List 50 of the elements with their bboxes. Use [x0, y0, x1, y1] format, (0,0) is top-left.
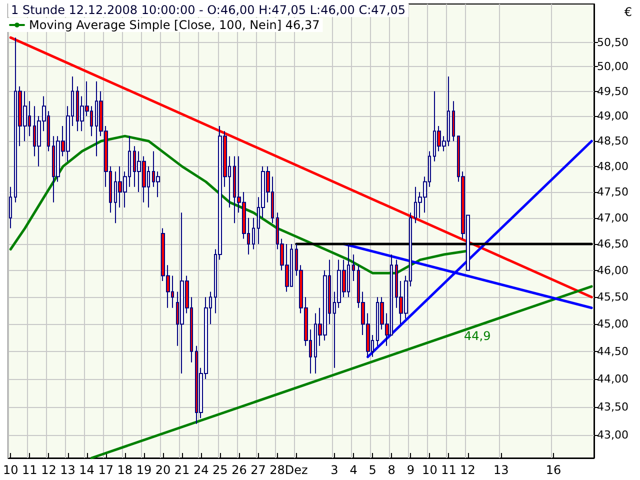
x-tick-label: 13	[60, 463, 76, 477]
x-tick-label: 4	[350, 463, 358, 477]
x-tick-label: 16	[546, 463, 562, 477]
x-tick-label: 17	[98, 463, 114, 477]
y-tick-label: 45,50	[597, 290, 628, 304]
y-tick-label: 49,50	[597, 84, 628, 98]
candlestick	[252, 217, 255, 250]
y-axis-title: €	[624, 5, 632, 19]
annotation: 44,9	[464, 329, 491, 343]
x-tick-label: 27	[250, 463, 266, 477]
y-tick-label: 43,50	[597, 400, 628, 414]
x-tick-label: 11	[22, 463, 38, 477]
x-tick-label: 26	[232, 463, 247, 477]
x-tick-label: 14	[79, 463, 94, 477]
x-tick-label: Dez	[284, 463, 308, 477]
y-tick-label: 44,50	[597, 344, 628, 358]
x-tick-label: 8	[388, 463, 396, 477]
y-tick-label: 49,00	[597, 110, 628, 123]
x-tick-label: 28	[270, 463, 285, 477]
chart-title: 1 Stunde 12.12.2008 10:00:00 - O:46,00 H:47,05 L:46,00 C:47,05	[11, 3, 406, 17]
x-tick-label: 10	[422, 463, 438, 477]
y-tick-label: 46,00	[597, 264, 628, 277]
x-tick-label: 10	[2, 463, 18, 477]
candlestick	[9, 186, 12, 229]
y-tick-label: 47,50	[597, 186, 628, 199]
legend-label: Moving Average Simple [Close, 100, Nein] 46,37	[29, 18, 320, 32]
x-tick-label: 24	[193, 463, 209, 477]
y-tick-label: 50,00	[597, 60, 628, 74]
x-tick-label: 25	[212, 463, 228, 477]
x-tick-label: 3	[330, 463, 338, 477]
y-tick-label: 44,00	[597, 372, 628, 386]
x-tick-label: 18	[117, 463, 133, 477]
y-tick-label: 48,50	[597, 134, 628, 148]
y-tick-label: 45,00	[597, 318, 628, 331]
candlestick	[352, 254, 355, 282]
x-tick-label: 20	[155, 463, 171, 477]
y-tick-label: 48,00	[597, 160, 628, 173]
y-tick-label: 43,00	[597, 428, 628, 442]
x-tick-label: 9	[406, 463, 414, 477]
y-tick-label: 50,50	[597, 36, 628, 49]
x-tick-label: 11	[441, 463, 456, 477]
x-tick-label: 21	[174, 463, 190, 477]
x-tick-label: 12	[460, 463, 476, 477]
x-tick-label: 19	[136, 463, 152, 477]
x-tick-label: 13	[493, 463, 509, 477]
candlestick	[452, 100, 455, 142]
y-tick-label: 46,50	[597, 237, 628, 250]
x-tick-label: 12	[41, 463, 56, 477]
x-tick-label: 5	[368, 463, 376, 477]
y-tick-label: 47,00	[597, 211, 628, 224]
